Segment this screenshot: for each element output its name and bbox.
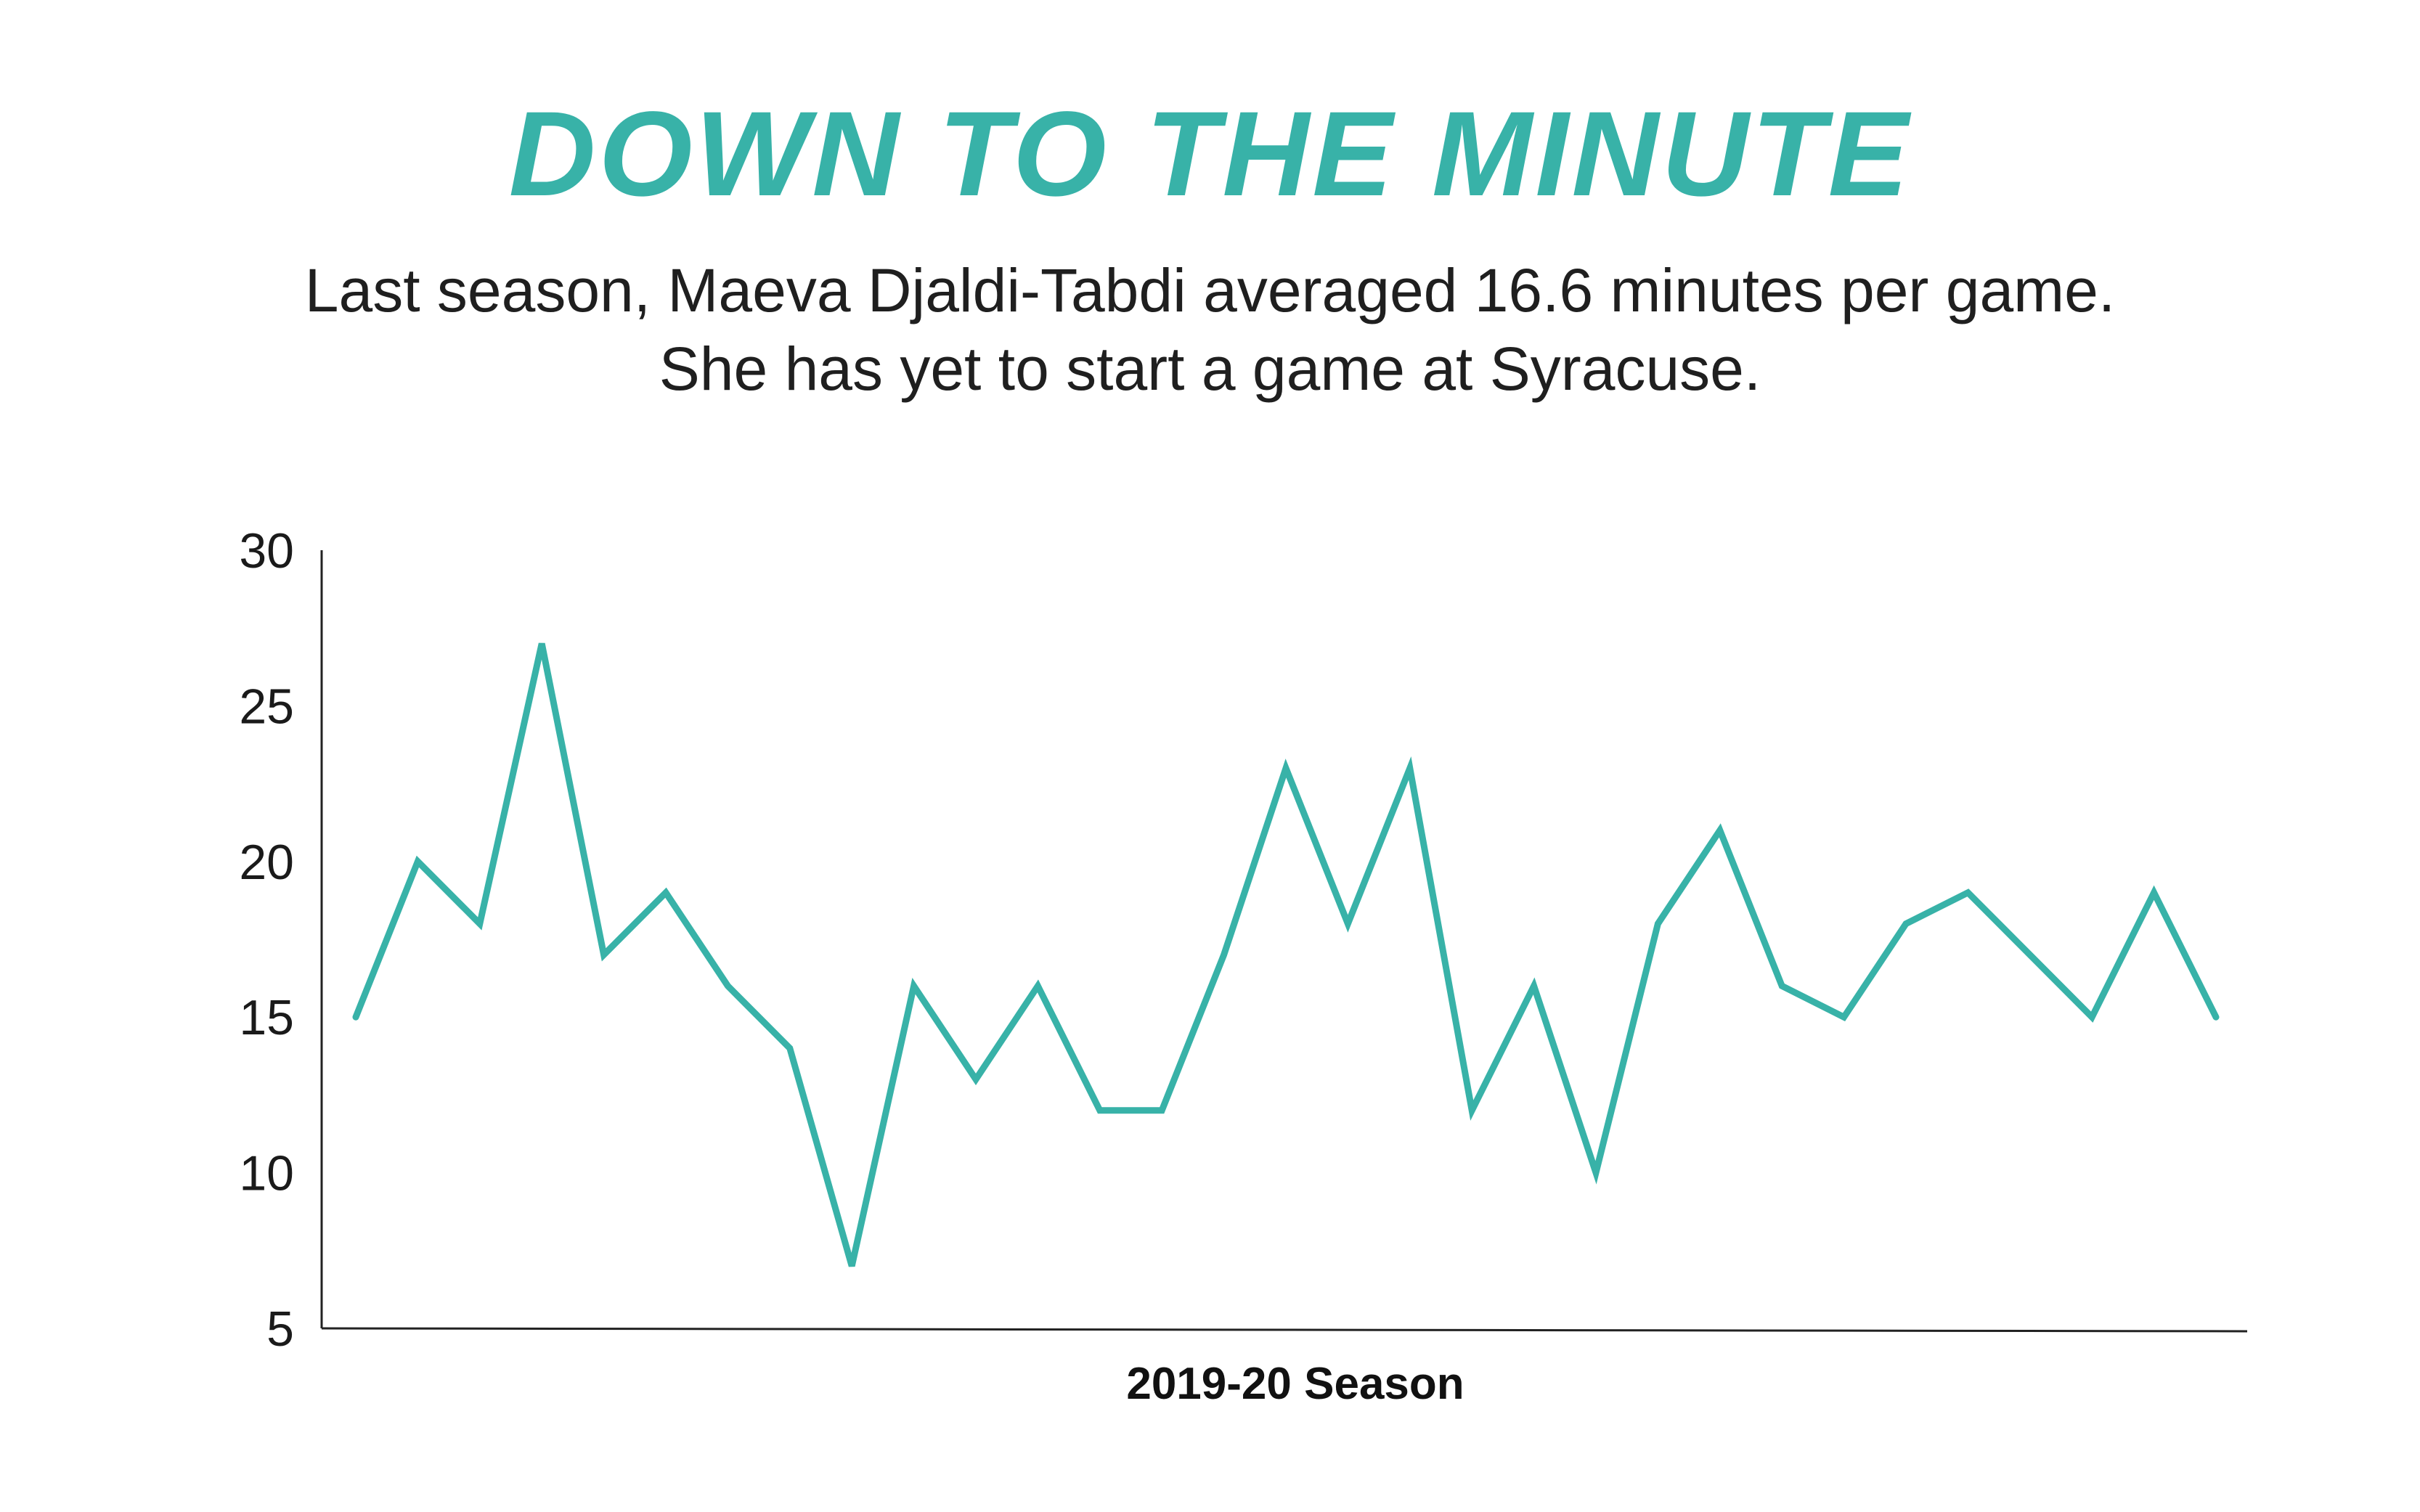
chart-subtitle-line-2: She has yet to start a game at Syracuse. xyxy=(659,335,1761,403)
y-tick-label: 10 xyxy=(239,1146,294,1201)
data-points xyxy=(355,643,2217,1267)
series-line-minutes xyxy=(352,642,2220,1267)
chart-title: DOWN TO THE MINUTE xyxy=(508,87,1912,221)
y-tick-label: 15 xyxy=(239,990,294,1045)
x-axis-line xyxy=(321,1327,2248,1333)
y-tick-label: 30 xyxy=(239,523,294,579)
y-tick-label: 20 xyxy=(239,835,294,890)
y-tick-label: 5 xyxy=(266,1301,294,1357)
x-axis-label: 2019-20 Season xyxy=(1126,1359,1464,1409)
y-axis-ticks: 5 10 15 20 25 30 xyxy=(239,523,294,1357)
y-tick-label: 25 xyxy=(239,679,294,734)
chart-subtitle-line-1: Last season, Maeva Djaldi-Tabdi averaged… xyxy=(304,256,2116,324)
